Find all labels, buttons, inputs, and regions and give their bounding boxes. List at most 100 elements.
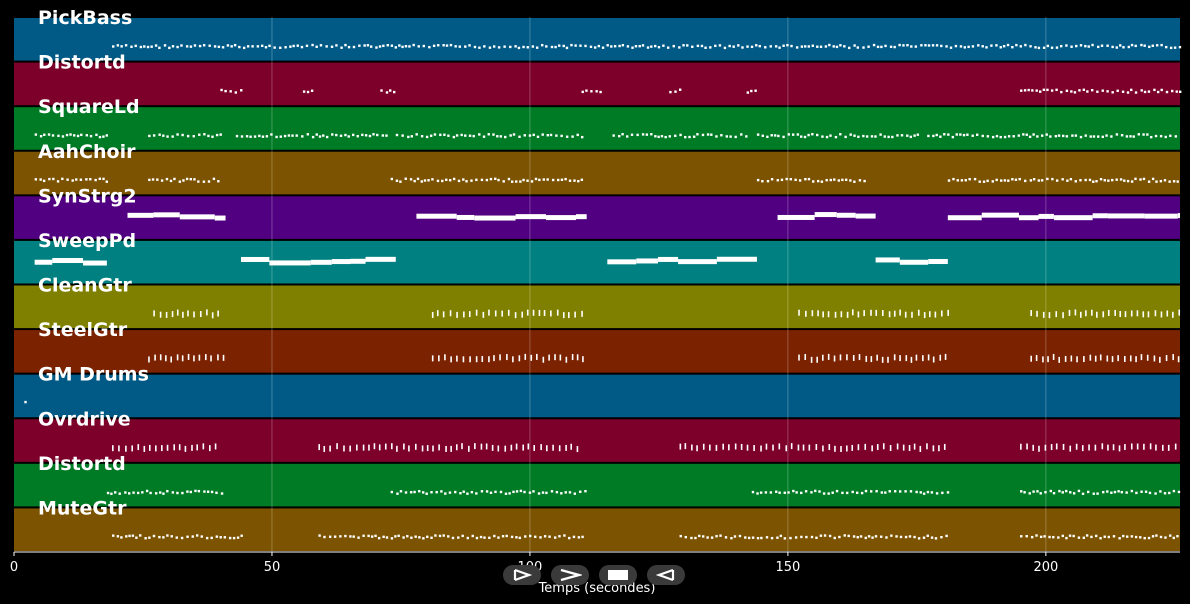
note-dot [956,179,959,182]
note-dot [447,134,450,137]
rewind-button[interactable] [647,565,685,585]
note-tick [202,443,205,450]
note-dot [69,133,72,136]
note-dot [480,178,484,182]
note-dot [1032,178,1036,181]
note-dot [217,45,221,49]
note-dot [822,492,826,495]
note-dot [835,45,839,49]
note-tick [934,311,937,318]
note-dot [1154,134,1158,138]
note-dot [1111,91,1114,94]
note-tick [171,311,174,318]
note-dot [178,180,182,183]
note-dot [565,46,569,50]
note-dot [166,489,169,493]
note-tick [1111,356,1114,363]
note-dot [475,536,479,540]
note-dot [917,537,921,540]
note-dot [581,535,584,539]
note-tick [1035,355,1038,362]
note-dot [85,178,88,181]
note-dot [853,44,856,47]
note-dot [504,135,507,139]
track-lane [14,330,1180,373]
note-dot [776,536,779,539]
note-tick [702,443,705,450]
note-bar [678,259,717,265]
note-tick [217,354,219,361]
note-dot [754,89,757,92]
note-dot [404,491,408,494]
note-dot [599,90,602,94]
note-dot [468,134,472,137]
note-tick [522,444,525,451]
note-dot [849,179,852,182]
note-dot [1011,45,1014,49]
note-dot [831,491,834,494]
note-dot [940,535,943,539]
note-dot [295,134,298,137]
note-dot [291,134,294,137]
note-dot [318,135,322,138]
note-dot [1065,489,1068,493]
note-dot [517,46,521,50]
note-dot [430,536,433,539]
note-dot [935,44,939,47]
note-marks [24,43,1182,540]
stop-icon [607,568,629,582]
note-dot [770,134,773,137]
note-bar [456,214,475,220]
note-dot [778,46,781,49]
note-dot [238,45,241,49]
note-tick [1069,445,1072,452]
note-dot [381,134,385,137]
note-dot [565,135,569,138]
note-dot [959,45,963,48]
note-dot [540,43,544,47]
note-dot [236,536,240,539]
play-button[interactable] [503,565,541,585]
note-tick [893,354,896,361]
note-dot [407,135,410,139]
note-tick [1147,311,1150,318]
note-dot [189,45,193,48]
note-tick [881,310,884,317]
note-dot [744,536,747,539]
note-dot [1177,490,1181,494]
note-dot [542,178,546,181]
fast-forward-button[interactable] [551,565,589,585]
note-dot [709,46,712,49]
note-dot [773,134,777,137]
note-bar [981,212,1019,218]
note-dot [856,46,860,49]
note-dot [534,535,537,539]
note-dot [497,536,500,539]
note-dot [168,46,171,50]
note-tick [176,354,179,361]
note-dot [844,178,848,181]
note-dot [1012,135,1015,138]
note-dot [973,177,977,181]
note-dot [750,45,754,49]
note-bar [1038,213,1054,219]
note-dot [510,180,514,183]
track-lane [14,107,1180,150]
note-dot [678,46,681,49]
note-dot [1107,179,1110,182]
note-tick [827,311,830,318]
note-dot [769,45,772,48]
note-dot [98,177,102,180]
note-dot [1117,490,1120,493]
note-bar [716,256,757,262]
note-tick [810,356,813,363]
note-dot [125,535,128,538]
note-dot [413,179,416,183]
note-dot [378,45,382,48]
note-dot [904,535,908,539]
note-dot [235,134,239,138]
note-tick [696,445,698,452]
stop-button[interactable] [599,565,637,585]
note-dot [264,46,268,49]
note-dot [232,536,236,540]
